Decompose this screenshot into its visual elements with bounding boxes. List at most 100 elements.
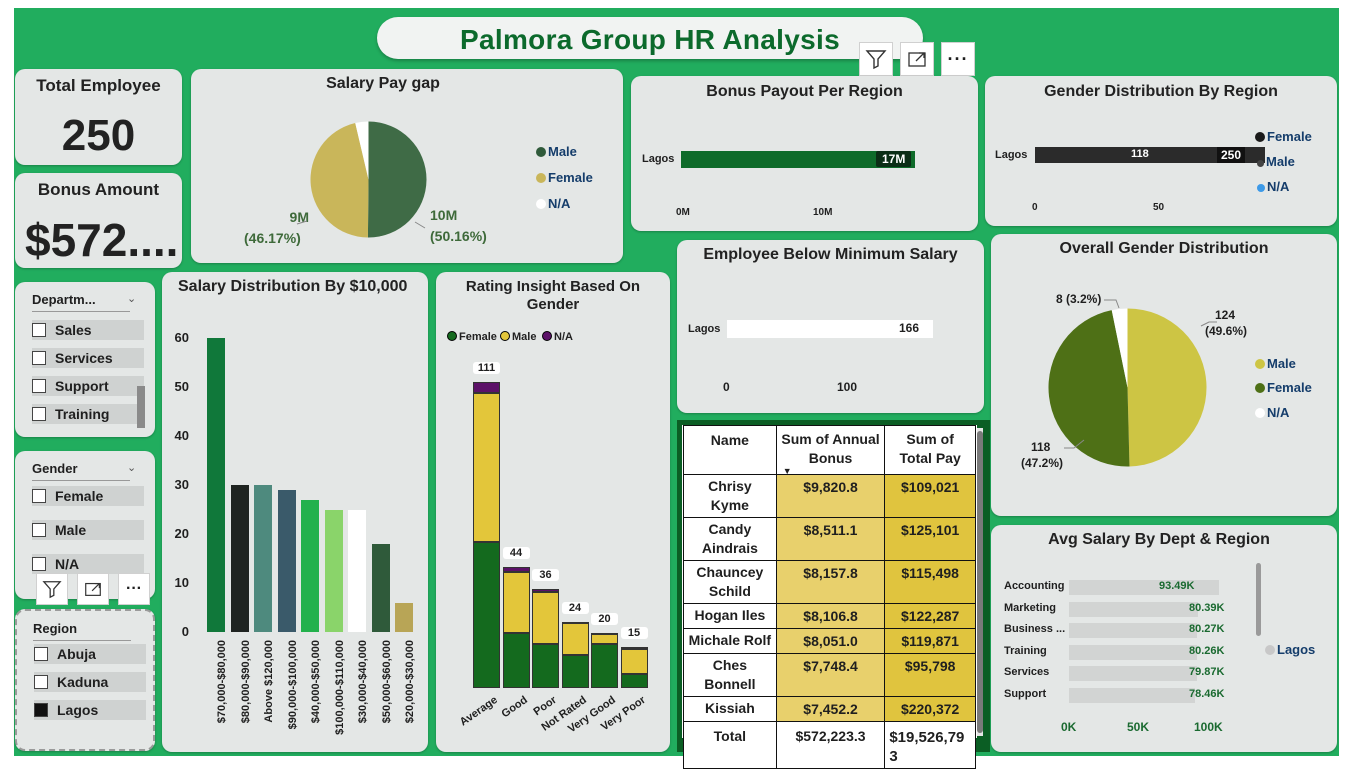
pie-slice-male[interactable] (367, 121, 427, 238)
table-header-pay[interactable]: Sum of Total Pay (884, 425, 976, 475)
rating-bar-segment[interactable] (591, 643, 618, 688)
avg-bar[interactable] (1069, 666, 1197, 681)
slicer-item-sales[interactable]: Sales (32, 320, 144, 340)
rating-bar-segment[interactable] (502, 566, 530, 573)
table-row[interactable]: Chrisy Kyme $9,820.8 $109,021 (683, 474, 976, 518)
rating-bar-segment[interactable] (532, 643, 559, 688)
avg-bar[interactable] (1069, 687, 1195, 703)
salary-pay-gap-card[interactable]: Salary Pay gap 9M (46.17%) 10M (50.16%) … (191, 69, 623, 263)
pie-slice-female[interactable] (310, 123, 369, 238)
salary-bar[interactable] (395, 602, 413, 632)
pie-slice-na[interactable] (1111, 308, 1128, 388)
checkbox[interactable] (34, 647, 48, 661)
avg-bar[interactable] (1069, 644, 1198, 660)
avg-bar[interactable] (1069, 580, 1219, 595)
salary-bar[interactable] (301, 499, 319, 632)
bonus-bar[interactable] (681, 151, 915, 168)
slicer-item-male[interactable]: Male (32, 520, 144, 540)
below-min-bar[interactable] (727, 320, 933, 338)
bonus-payout-card[interactable]: Bonus Payout Per Region Lagos 17M 0M 10M (631, 76, 978, 231)
checkbox[interactable] (34, 703, 48, 717)
overall-gender-card[interactable]: Overall Gender Distribution 8 (3.2%) 124… (991, 234, 1337, 516)
department-scrollbar[interactable] (137, 386, 145, 428)
rating-bar-segment[interactable] (473, 393, 500, 542)
rating-bar-segment[interactable] (502, 632, 530, 688)
salary-pay-gap-title: Salary Pay gap (326, 75, 440, 92)
slicer-item-na[interactable]: N/A (32, 554, 144, 574)
slicer-item-lagos[interactable]: Lagos (34, 700, 146, 720)
avg-bar[interactable] (1069, 623, 1198, 638)
slicer-item-support[interactable]: Support (32, 376, 144, 396)
pie-slice-female[interactable] (1048, 310, 1130, 467)
rating-bar-segment[interactable] (473, 382, 500, 394)
rating-bar-segment[interactable] (561, 654, 589, 688)
checkbox[interactable] (32, 351, 46, 365)
checkbox[interactable] (32, 407, 46, 421)
table-row[interactable]: Chauncey Schild $8,157.8 $115,498 (683, 560, 976, 604)
rating-bar-segment[interactable] (502, 572, 530, 633)
rating-bar-segment[interactable] (561, 621, 589, 655)
rating-bar-segment[interactable] (591, 632, 618, 635)
legend-dot-female (536, 173, 546, 183)
table-row[interactable]: Candy Aindrais $8,511.1 $125,101 (683, 517, 976, 561)
rating-bar-segment[interactable] (532, 591, 559, 644)
more-options-icon[interactable]: ··· (941, 42, 975, 76)
sort-desc-icon[interactable]: ▼ (782, 466, 792, 476)
focus-mode-icon[interactable] (77, 573, 109, 605)
gender-region-tick-1: 50 (1153, 202, 1165, 213)
pie-slice-na[interactable] (355, 121, 369, 180)
filter-icon[interactable] (36, 573, 68, 605)
checkbox[interactable] (32, 557, 46, 571)
salary-bar[interactable] (230, 485, 249, 632)
table-scroll-thumb[interactable] (977, 431, 983, 733)
salary-bar[interactable] (254, 485, 272, 632)
salary-bar[interactable] (371, 543, 390, 632)
checkbox[interactable] (32, 379, 46, 393)
below-min-card[interactable]: Employee Below Minimum Salary Lagos 166 … (677, 240, 984, 413)
gender-slicer-title: Gender (32, 461, 130, 481)
focus-mode-icon[interactable] (900, 42, 934, 76)
slicer-item-female[interactable]: Female (32, 486, 144, 506)
slicer-item-services[interactable]: Services (32, 348, 144, 368)
avg-bar[interactable] (1069, 601, 1198, 617)
checkbox[interactable] (34, 675, 48, 689)
employee-table[interactable]: Name Sum of Annual Bonus ▼ Sum of Total P… (683, 425, 976, 769)
salary-bar[interactable] (348, 509, 366, 632)
table-scroll-track[interactable] (977, 428, 983, 736)
filter-icon[interactable] (859, 42, 893, 76)
avg-salary-card[interactable]: Avg Salary By Dept & Region Accounting 93… (991, 525, 1337, 752)
rating-bar-segment[interactable] (620, 674, 648, 688)
region-slicer[interactable]: Region Abuja Kaduna Lagos (15, 609, 155, 751)
avg-scrollbar[interactable] (1256, 563, 1261, 636)
chevron-down-icon[interactable]: ⌄ (127, 462, 137, 474)
salary-bar[interactable] (324, 509, 343, 632)
table-header-name[interactable]: Name (683, 425, 777, 475)
gender-region-card[interactable]: Gender Distribution By Region Lagos 118 … (985, 76, 1337, 226)
rating-bar-segment[interactable] (620, 649, 648, 675)
gender-region-bar[interactable] (1035, 147, 1265, 163)
salary-bar[interactable] (207, 338, 225, 632)
chevron-down-icon[interactable]: ⌄ (127, 293, 137, 305)
table-header-bonus[interactable]: Sum of Annual Bonus ▼ (775, 425, 886, 476)
table-row[interactable]: Hogan Iles $8,106.8 $122,287 (683, 603, 976, 629)
checkbox[interactable] (32, 489, 46, 503)
slicer-item-training[interactable]: Training (32, 404, 144, 424)
more-options-icon[interactable]: ··· (118, 573, 150, 605)
table-row[interactable]: Michale Rolf $8,051.0 $119,871 (683, 628, 976, 654)
table-row[interactable]: Ches Bonnell $7,748.4 $95,798 (683, 653, 976, 697)
salary-dist-card[interactable]: Salary Distribution By $10,000 60 50 40 30 2… (162, 272, 428, 752)
rating-bar-segment[interactable] (532, 588, 559, 592)
rating-bar-segment[interactable] (473, 541, 500, 688)
slicer-item-kaduna[interactable]: Kaduna (34, 672, 146, 692)
total-employee-card: Total Employee 250 (15, 69, 182, 165)
rating-bar-segment[interactable] (620, 646, 648, 650)
rating-card[interactable]: Rating Insight Based On Gender Female Ma… (436, 272, 670, 752)
slicer-item-abuja[interactable]: Abuja (34, 644, 146, 664)
department-slicer[interactable]: Departm... ⌄ Sales Services Support Trainin… (15, 282, 155, 437)
table-row[interactable]: Kissiah $7,452.2 $220,372 (683, 696, 976, 722)
salary-bar[interactable] (277, 489, 296, 632)
pie-slice-male[interactable] (1127, 308, 1207, 467)
checkbox[interactable] (32, 323, 46, 337)
rating-bar-segment[interactable] (561, 621, 589, 624)
checkbox[interactable] (32, 523, 46, 537)
